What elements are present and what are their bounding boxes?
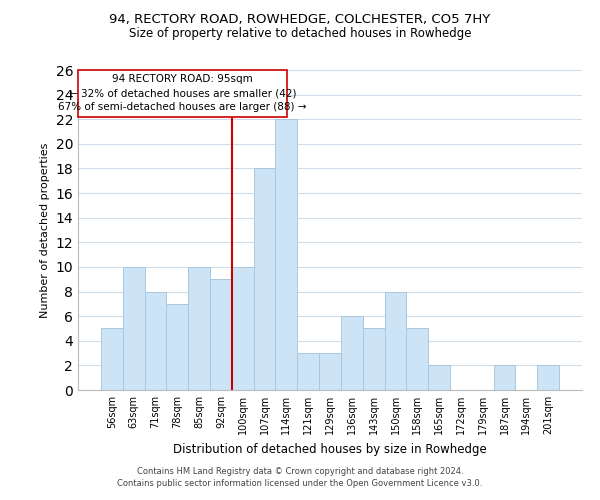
Bar	[101, 328, 123, 390]
Bar	[297, 353, 319, 390]
Bar	[428, 366, 450, 390]
Bar	[232, 267, 254, 390]
X-axis label: Distribution of detached houses by size in Rowhedge: Distribution of detached houses by size …	[173, 442, 487, 456]
Text: 94, RECTORY ROAD, ROWHEDGE, COLCHESTER, CO5 7HY: 94, RECTORY ROAD, ROWHEDGE, COLCHESTER, …	[109, 12, 491, 26]
FancyBboxPatch shape	[78, 70, 287, 117]
Bar	[341, 316, 363, 390]
Bar	[537, 366, 559, 390]
Bar	[254, 168, 275, 390]
Bar	[363, 328, 385, 390]
Bar	[494, 366, 515, 390]
Bar	[210, 279, 232, 390]
Text: 94 RECTORY ROAD: 95sqm
← 32% of detached houses are smaller (42)
67% of semi-det: 94 RECTORY ROAD: 95sqm ← 32% of detached…	[58, 74, 307, 112]
Bar	[123, 267, 145, 390]
Bar	[188, 267, 210, 390]
Bar	[275, 119, 297, 390]
Text: Contains HM Land Registry data © Crown copyright and database right 2024.
Contai: Contains HM Land Registry data © Crown c…	[118, 466, 482, 487]
Bar	[319, 353, 341, 390]
Text: Size of property relative to detached houses in Rowhedge: Size of property relative to detached ho…	[129, 28, 471, 40]
Bar	[385, 292, 406, 390]
Bar	[406, 328, 428, 390]
Y-axis label: Number of detached properties: Number of detached properties	[40, 142, 50, 318]
Bar	[145, 292, 166, 390]
Bar	[166, 304, 188, 390]
